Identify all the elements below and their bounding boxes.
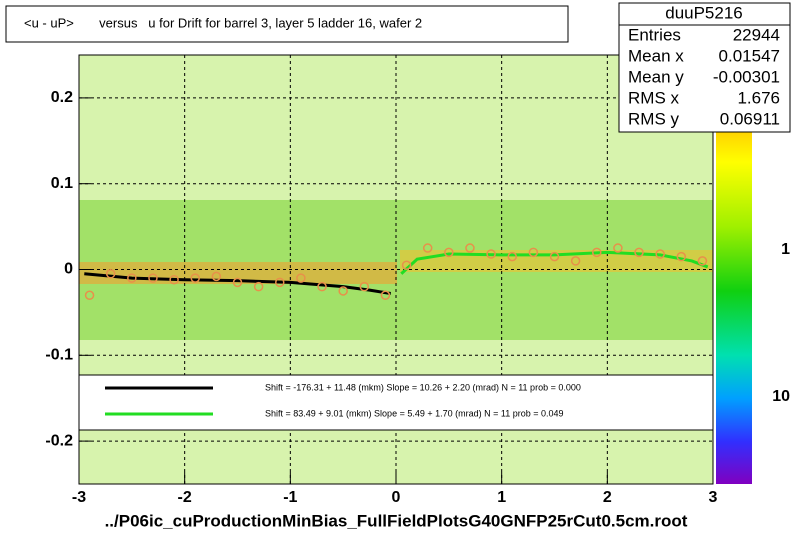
x-tick-label: 1 xyxy=(497,489,506,506)
legend-box xyxy=(78,374,714,431)
palette-label: 1 xyxy=(781,241,790,258)
profile-point xyxy=(549,251,560,262)
fit-line xyxy=(84,272,391,296)
x-tick-label: -2 xyxy=(178,489,192,506)
stats-value: 22944 xyxy=(733,25,780,44)
stats-key: Mean x xyxy=(628,46,684,65)
profile-point xyxy=(105,269,116,279)
title-box xyxy=(5,5,569,43)
x-tick-label: -3 xyxy=(72,489,86,506)
profile-point xyxy=(275,277,285,288)
profile-point xyxy=(380,290,391,300)
stats-key: Mean y xyxy=(628,67,684,86)
y-tick-label: -0.1 xyxy=(45,347,73,364)
footer: ../P06ic_cuProductionMinBias_FullFieldPl… xyxy=(105,511,688,530)
chart-title: <u - uP> versus u for Drift for barrel 3… xyxy=(24,15,422,30)
profile-point xyxy=(296,273,306,283)
stats-key: RMS y xyxy=(628,109,680,128)
x-tick-label: 0 xyxy=(392,489,401,506)
stats-value: 0.01547 xyxy=(719,46,780,65)
profile-point xyxy=(401,260,412,270)
profile-point xyxy=(655,249,665,259)
profile-point xyxy=(634,247,644,258)
profile-point xyxy=(338,286,348,296)
x-tick-label: 3 xyxy=(709,489,718,506)
profile-point xyxy=(148,273,158,283)
profile-point xyxy=(84,290,95,300)
profile-point xyxy=(359,281,370,292)
profile-point xyxy=(486,249,496,259)
stats-value: 0.06911 xyxy=(720,109,780,128)
x-tick-label: 2 xyxy=(603,489,612,506)
profile-point xyxy=(465,243,475,253)
stats-value: 1.676 xyxy=(737,88,780,107)
profile-point xyxy=(570,256,581,266)
profile-point xyxy=(317,281,327,292)
profile-point xyxy=(444,247,454,258)
y-tick-label: -0.2 xyxy=(45,432,73,449)
y-tick-label: 0.2 xyxy=(51,89,73,106)
profile-point xyxy=(190,273,200,283)
profile-point xyxy=(232,277,243,288)
profile-point xyxy=(592,247,602,258)
stats-key: Entries xyxy=(628,25,681,44)
stats-key: RMS x xyxy=(628,88,680,107)
profile-point xyxy=(613,243,623,253)
profile-point xyxy=(676,251,687,262)
legend-label: Shift = -176.31 + 11.48 (mkm) Slope = 10… xyxy=(265,382,581,392)
profile-point xyxy=(127,273,137,283)
profile-point xyxy=(422,243,433,253)
y-tick-label: 0.1 xyxy=(51,175,73,192)
stats-title: duuP5216 xyxy=(665,3,743,22)
profile-point xyxy=(507,251,517,262)
profile-point xyxy=(528,247,539,258)
profile-point xyxy=(211,271,222,282)
y-tick-label: 0 xyxy=(64,261,73,278)
palette-label: 10 xyxy=(772,388,790,405)
profile-point xyxy=(697,256,708,266)
fit-line xyxy=(400,250,709,275)
x-tick-label: -1 xyxy=(283,489,297,506)
profile-point xyxy=(253,281,264,292)
legend-label: Shift = 83.49 + 9.01 (mkm) Slope = 5.49 … xyxy=(265,408,564,418)
profile-point xyxy=(169,275,179,285)
stats-value: -0.00301 xyxy=(713,67,780,86)
